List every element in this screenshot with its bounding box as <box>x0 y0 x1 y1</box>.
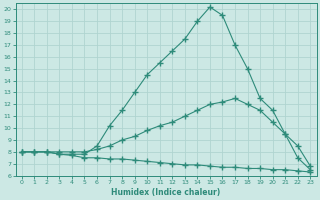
X-axis label: Humidex (Indice chaleur): Humidex (Indice chaleur) <box>111 188 221 197</box>
